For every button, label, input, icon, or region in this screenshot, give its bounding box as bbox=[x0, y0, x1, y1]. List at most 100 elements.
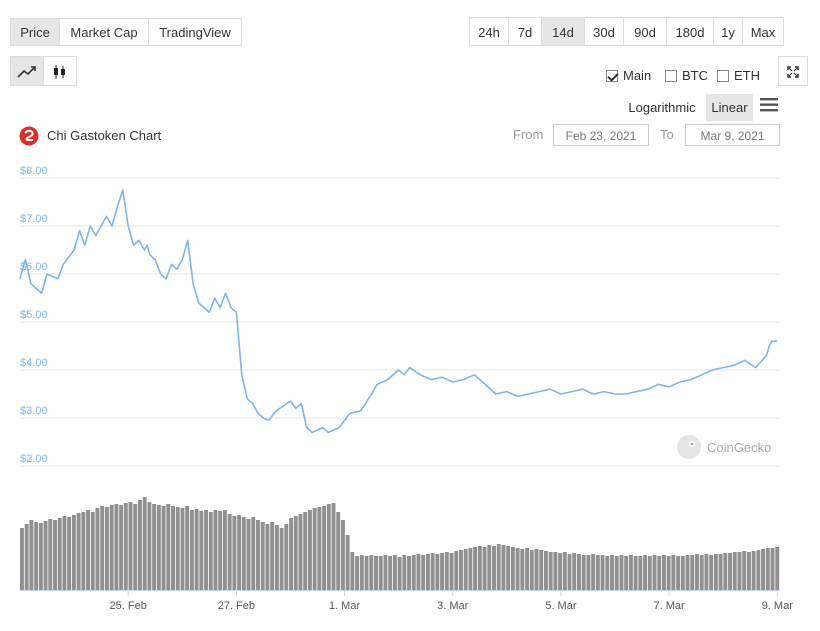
tab-market-cap[interactable]: Market Cap bbox=[59, 18, 149, 46]
volume-bar bbox=[289, 518, 293, 590]
volume-bar bbox=[411, 555, 416, 590]
volume-bar bbox=[761, 549, 766, 590]
eth-checkbox-box[interactable] bbox=[717, 69, 729, 82]
volume-bar bbox=[374, 556, 378, 590]
volume-bar bbox=[175, 507, 180, 590]
volume-bar bbox=[713, 554, 718, 590]
line-chart-icon bbox=[17, 66, 36, 78]
volume-bar bbox=[38, 523, 43, 590]
volume-bar bbox=[185, 506, 190, 590]
volume-bar bbox=[671, 555, 676, 590]
range-30d-button[interactable]: 30d bbox=[584, 17, 624, 46]
volume-bar bbox=[647, 556, 652, 590]
volume-bar bbox=[331, 503, 336, 590]
volume-bar bbox=[600, 555, 605, 590]
volume-bar bbox=[732, 552, 737, 590]
tab-tradingview[interactable]: TradingView bbox=[148, 18, 242, 46]
btc-checkbox-box[interactable] bbox=[665, 69, 677, 82]
range-24h-button[interactable]: 24h bbox=[469, 17, 509, 46]
x-tick-label: 25. Feb bbox=[110, 600, 147, 612]
volume-bar bbox=[388, 556, 393, 590]
eth-checkbox[interactable]: ETH bbox=[717, 68, 760, 83]
volume-bar bbox=[765, 548, 770, 590]
volume-bar bbox=[232, 516, 237, 590]
line-chart-button[interactable] bbox=[10, 56, 44, 86]
volume-bar bbox=[369, 555, 374, 590]
volume-bar bbox=[751, 551, 756, 590]
volume-bar bbox=[322, 506, 327, 590]
volume-bar bbox=[161, 506, 166, 590]
volume-bar bbox=[152, 504, 157, 590]
fullscreen-icon bbox=[787, 66, 799, 78]
scale-linear-button[interactable]: Linear bbox=[706, 94, 753, 121]
volume-bar bbox=[128, 502, 133, 590]
volume-bar bbox=[20, 528, 24, 590]
volume-bar bbox=[119, 505, 124, 590]
volume-bar bbox=[680, 556, 685, 590]
volume-bar bbox=[425, 554, 430, 590]
volume-bar bbox=[577, 554, 581, 590]
volume-bar bbox=[463, 549, 468, 590]
volume-bar bbox=[76, 513, 81, 590]
range-1y-button[interactable]: 1y bbox=[713, 17, 743, 46]
volume-bar bbox=[53, 520, 57, 590]
volume-bar bbox=[487, 545, 492, 590]
volume-bar bbox=[265, 524, 270, 590]
volume-bar bbox=[142, 497, 147, 590]
volume-bar bbox=[610, 555, 614, 590]
volume-bar bbox=[657, 556, 662, 590]
tab-price[interactable]: Price bbox=[10, 18, 60, 46]
coingecko-watermark: CoinGecko bbox=[677, 435, 771, 459]
y-tick-label: $7.00 bbox=[20, 213, 48, 225]
volume-bar bbox=[138, 500, 142, 590]
volume-bar bbox=[770, 548, 775, 590]
range-14d-button[interactable]: 14d bbox=[541, 17, 585, 46]
volume-bar bbox=[378, 556, 383, 590]
volume-bar bbox=[619, 555, 624, 590]
y-tick-label: $6.00 bbox=[20, 261, 48, 273]
volume-bar bbox=[548, 552, 553, 590]
volume-bar bbox=[189, 510, 194, 590]
volume-bar bbox=[279, 528, 284, 590]
x-tick-label: 7. Mar bbox=[654, 600, 686, 612]
volume-bar bbox=[24, 524, 29, 590]
volume-bar bbox=[180, 508, 185, 590]
range-max-button[interactable]: Max bbox=[742, 17, 784, 46]
volume-bar bbox=[340, 520, 345, 590]
volume-bar bbox=[605, 556, 610, 590]
volume-bar bbox=[624, 556, 629, 590]
from-date-input[interactable]: Feb 23, 2021 bbox=[553, 124, 649, 146]
volume-bar bbox=[534, 549, 539, 590]
volume-bar bbox=[260, 522, 265, 590]
volume-bar bbox=[364, 556, 369, 590]
volume-bar bbox=[71, 515, 76, 590]
range-180d-button[interactable]: 180d bbox=[666, 17, 714, 46]
volume-bar bbox=[67, 517, 72, 590]
volume-bar bbox=[284, 524, 289, 590]
y-tick-label: $5.00 bbox=[20, 309, 48, 321]
range-90d-button[interactable]: 90d bbox=[623, 17, 667, 46]
coingecko-logo-icon bbox=[677, 435, 701, 459]
volume-bar bbox=[633, 556, 638, 590]
menu-button[interactable] bbox=[760, 98, 780, 116]
candlestick-chart-button[interactable] bbox=[43, 56, 77, 86]
volume-bar bbox=[685, 555, 690, 590]
main-checkbox[interactable]: Main bbox=[606, 68, 651, 83]
volume-bar bbox=[274, 525, 279, 590]
volume-bar bbox=[57, 518, 62, 590]
volume-bar bbox=[614, 556, 619, 590]
scale-logarithmic-button[interactable]: Logarithmic bbox=[628, 100, 696, 115]
volume-bar bbox=[95, 508, 100, 590]
volume-bar bbox=[34, 522, 39, 590]
btc-checkbox[interactable]: BTC bbox=[665, 68, 708, 83]
volume-bar bbox=[737, 552, 742, 590]
main-checkbox-box[interactable] bbox=[606, 69, 618, 82]
volume-bar bbox=[496, 544, 501, 590]
volume-bar bbox=[459, 550, 463, 590]
volume-bar bbox=[62, 516, 67, 590]
range-7d-button[interactable]: 7d bbox=[508, 17, 542, 46]
fullscreen-button[interactable] bbox=[778, 56, 808, 86]
volume-bar bbox=[86, 510, 91, 590]
chi-gastoken-logo bbox=[19, 126, 39, 146]
to-date-input[interactable]: Mar 9, 2021 bbox=[685, 124, 780, 146]
